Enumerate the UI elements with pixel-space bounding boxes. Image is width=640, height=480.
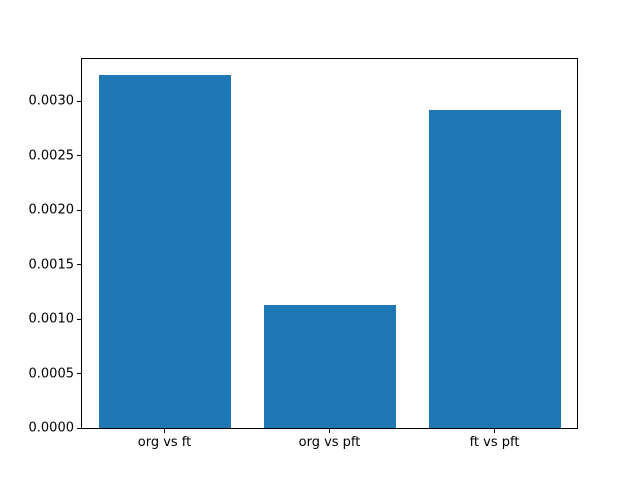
y-tick-label: 0.0025 — [28, 148, 75, 164]
bar — [263, 305, 396, 428]
x-tick-label: org vs pft — [298, 435, 361, 450]
x-tick-label: ft vs pft — [469, 435, 520, 450]
y-tick-label: 0.0000 — [28, 420, 75, 436]
y-tick-label: 0.0020 — [28, 202, 75, 218]
y-tick-label: 0.0015 — [28, 257, 75, 273]
y-tick-label: 0.0010 — [28, 311, 75, 327]
y-tick-label: 0.0030 — [28, 93, 75, 109]
y-tick-mark — [77, 209, 81, 211]
x-tick-label: org vs ft — [137, 435, 192, 450]
plot-area: 0.0000 0.0005 0.0010 0.0015 0.0020 0.0025 0.00… — [29, 58, 578, 449]
y-tick-label: 0.0005 — [28, 366, 75, 382]
x-tick-mark — [494, 429, 495, 433]
x-tick-mark — [329, 429, 330, 433]
y-tick-mark — [77, 427, 81, 429]
bar — [428, 110, 561, 428]
y-tick-mark — [77, 100, 81, 102]
x-tick-mark — [164, 429, 165, 433]
y-tick-mark — [77, 318, 81, 320]
y-tick-mark — [77, 373, 81, 375]
y-tick-mark — [77, 264, 81, 266]
bar — [98, 75, 231, 428]
y-tick-mark — [77, 155, 81, 157]
